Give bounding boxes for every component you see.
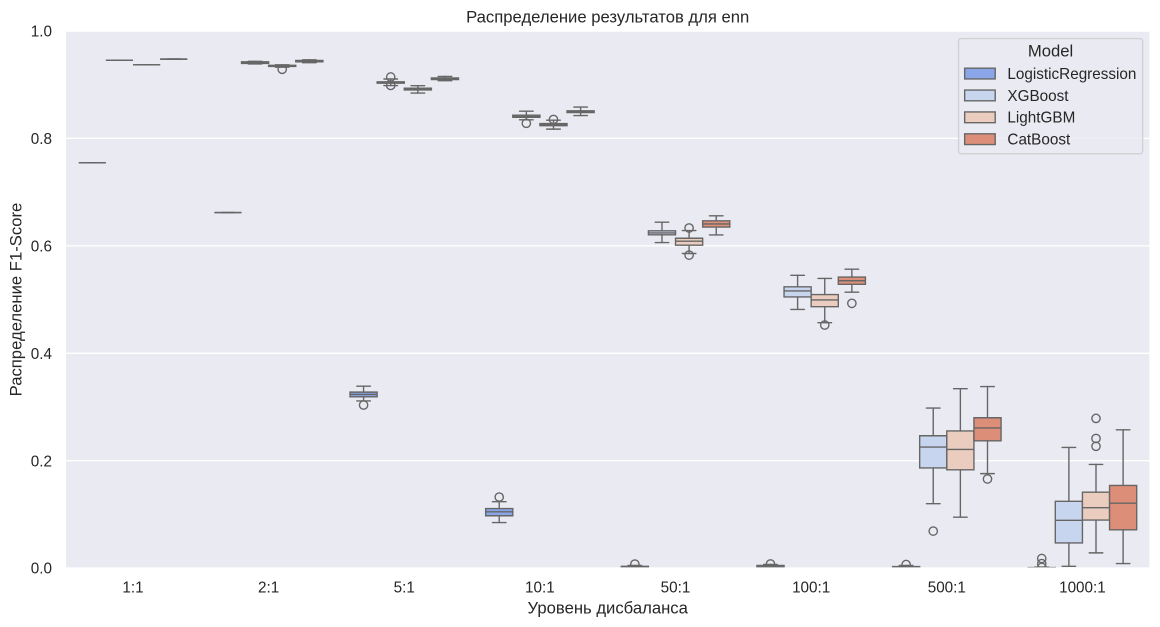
svg-text:LogisticRegression: LogisticRegression [1007, 66, 1136, 83]
svg-text:1000:1: 1000:1 [1059, 579, 1106, 596]
svg-text:CatBoost: CatBoost [1007, 132, 1071, 149]
svg-text:100:1: 100:1 [792, 579, 830, 596]
svg-text:1.0: 1.0 [31, 23, 52, 40]
svg-text:Уровень дисбаланса: Уровень дисбаланса [528, 598, 689, 617]
svg-text:Распределение F1-Score: Распределение F1-Score [7, 203, 26, 397]
svg-text:2:1: 2:1 [258, 579, 279, 596]
svg-text:Model: Model [1028, 42, 1073, 61]
svg-text:500:1: 500:1 [928, 579, 966, 596]
svg-text:0.6: 0.6 [31, 238, 52, 255]
svg-text:1:1: 1:1 [122, 579, 143, 596]
svg-text:0.2: 0.2 [31, 453, 52, 470]
svg-text:Распределение результатов для: Распределение результатов для enn [466, 8, 749, 27]
svg-text:0.0: 0.0 [31, 561, 52, 578]
svg-text:10:1: 10:1 [525, 579, 555, 596]
svg-text:LightGBM: LightGBM [1007, 110, 1075, 127]
svg-text:XGBoost: XGBoost [1007, 88, 1069, 105]
svg-text:5:1: 5:1 [394, 579, 415, 596]
svg-text:50:1: 50:1 [661, 579, 691, 596]
svg-text:0.4: 0.4 [31, 346, 53, 363]
svg-text:0.8: 0.8 [31, 131, 52, 148]
